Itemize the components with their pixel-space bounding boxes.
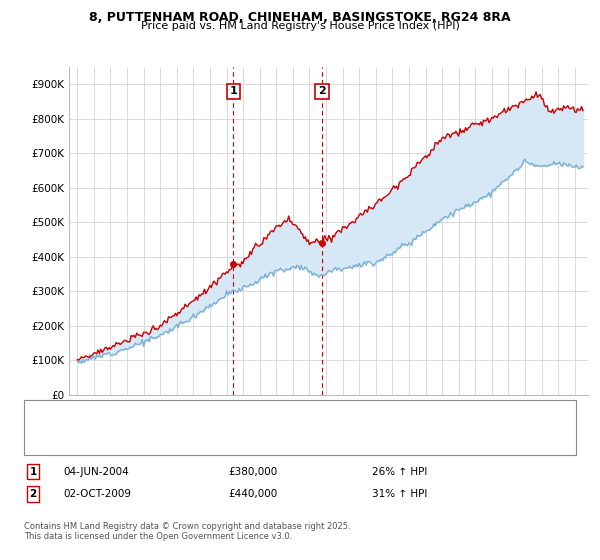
Text: Price paid vs. HM Land Registry's House Price Index (HPI): Price paid vs. HM Land Registry's House … [140, 21, 460, 31]
Text: £440,000: £440,000 [228, 489, 277, 499]
Text: 1: 1 [230, 86, 238, 96]
Text: 02-OCT-2009: 02-OCT-2009 [63, 489, 131, 499]
Text: 2: 2 [318, 86, 326, 96]
Text: £380,000: £380,000 [228, 466, 277, 477]
Text: 8, PUTTENHAM ROAD, CHINEHAM, BASINGSTOKE, RG24 8RA: 8, PUTTENHAM ROAD, CHINEHAM, BASINGSTOKE… [89, 11, 511, 24]
Text: HPI: Average price, detached house, Basingstoke and Deane: HPI: Average price, detached house, Basi… [78, 427, 380, 437]
Text: ─────: ───── [39, 427, 73, 437]
Text: 2: 2 [29, 489, 37, 499]
Text: 04-JUN-2004: 04-JUN-2004 [63, 466, 129, 477]
Text: Contains HM Land Registry data © Crown copyright and database right 2025.
This d: Contains HM Land Registry data © Crown c… [24, 522, 350, 542]
Text: 8, PUTTENHAM ROAD, CHINEHAM, BASINGSTOKE, RG24 8RA (detached house): 8, PUTTENHAM ROAD, CHINEHAM, BASINGSTOKE… [78, 410, 469, 421]
Text: 1: 1 [29, 466, 37, 477]
Text: 26% ↑ HPI: 26% ↑ HPI [372, 466, 427, 477]
Text: ─────: ───── [39, 410, 73, 421]
Text: 31% ↑ HPI: 31% ↑ HPI [372, 489, 427, 499]
